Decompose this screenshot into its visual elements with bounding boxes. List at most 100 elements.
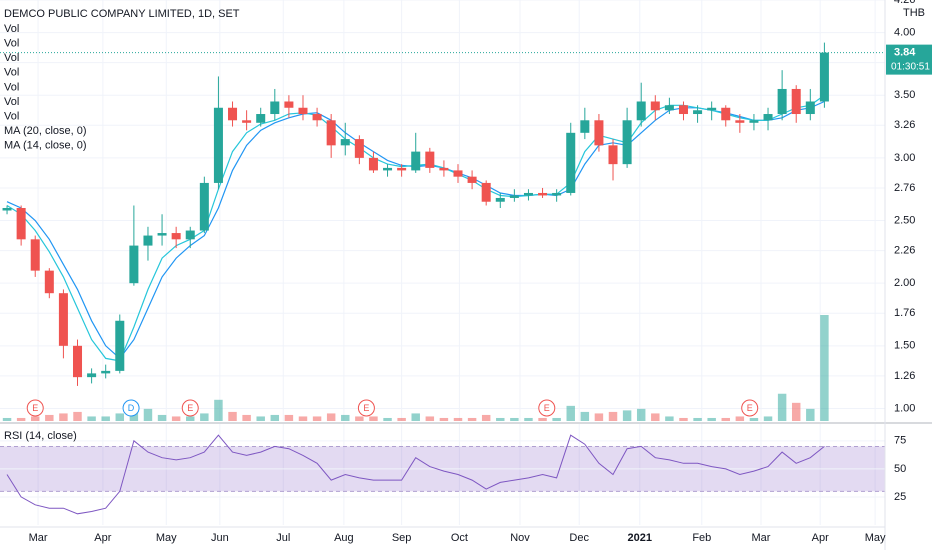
volume-bar — [115, 413, 125, 421]
x-tick-label: Apr — [94, 532, 111, 544]
volume-bar — [651, 413, 660, 421]
y-tick-label: 3.00 — [894, 152, 915, 164]
candle-body — [608, 145, 618, 165]
candle-body — [129, 245, 139, 284]
candle-body — [481, 182, 491, 202]
volume-bar — [763, 416, 773, 421]
candle-body — [242, 120, 252, 123]
volume-bar — [679, 417, 688, 421]
y-tick-label: 1.00 — [894, 402, 915, 414]
volume-bar — [270, 414, 280, 421]
volume-bar — [186, 416, 195, 421]
x-tick-label: Mar — [752, 532, 771, 544]
candle-body — [312, 114, 322, 121]
volume-bar — [157, 414, 167, 421]
candle-body — [566, 132, 576, 193]
x-tick-label: Mar — [29, 532, 48, 544]
y-tick-label: 1.26 — [894, 370, 915, 382]
x-tick-label: Apr — [812, 532, 829, 544]
candle-body — [439, 167, 449, 171]
candle-body — [622, 120, 632, 165]
candle-body — [228, 107, 238, 121]
plot — [0, 42, 885, 515]
volume-bar — [200, 413, 209, 421]
volume-bar — [594, 413, 604, 421]
volume-bar — [721, 417, 730, 421]
volume-bar — [735, 416, 745, 421]
candle-body — [44, 270, 54, 294]
volume-bar — [242, 414, 251, 421]
event-label: E — [187, 403, 193, 413]
indicator-label: Vol — [4, 81, 19, 93]
volume-bar — [439, 417, 449, 421]
volume-bar — [31, 416, 40, 421]
candle-body — [763, 114, 773, 121]
volume-bar — [411, 413, 420, 421]
candle-body — [298, 107, 308, 115]
candle-body — [749, 120, 759, 123]
candle-body — [383, 167, 393, 171]
indicator-label: MA (20, close, 0) — [4, 125, 87, 137]
candle-body — [72, 345, 83, 378]
x-tick-label: Jun — [211, 532, 229, 544]
volume-bar — [383, 417, 392, 421]
volume-bar — [481, 414, 491, 421]
candle-body — [791, 88, 801, 115]
volume-bar — [228, 411, 237, 421]
candle-body — [495, 197, 505, 202]
volume-bar — [608, 411, 618, 421]
y-tick-label: 2.00 — [894, 277, 915, 289]
x-tick-label: Feb — [692, 532, 711, 544]
candle-body — [552, 192, 562, 196]
candle-body — [707, 107, 717, 111]
event-label: E — [363, 403, 369, 413]
currency: THB — [903, 7, 925, 19]
volume-bar — [214, 399, 223, 421]
x-tick-label: Jul — [276, 532, 290, 544]
x-tick-label: May — [156, 532, 177, 544]
volume-bar — [636, 408, 646, 421]
volume-bar — [791, 402, 801, 421]
volume-bar — [16, 417, 26, 421]
volume-bar — [87, 416, 96, 421]
volume-bar — [622, 410, 632, 421]
countdown: 01:30:51 — [891, 61, 930, 72]
volume-bar — [101, 416, 110, 421]
candle-body — [523, 192, 533, 196]
volume-bar — [467, 417, 477, 421]
candle-body — [721, 107, 731, 121]
x-tick-label: Sep — [392, 532, 412, 544]
candle-body — [819, 52, 829, 102]
event-marker — [122, 399, 140, 417]
x-tick-label: 2021 — [628, 532, 652, 544]
event-marker — [357, 399, 375, 417]
volume-bar — [453, 417, 463, 421]
volume-bar — [524, 417, 533, 421]
candle-body — [115, 320, 125, 371]
candle-body — [213, 107, 223, 183]
event-marker — [741, 399, 759, 417]
candle-body — [30, 239, 40, 271]
candle-body — [2, 207, 12, 211]
x-tick-label: Dec — [569, 532, 589, 544]
candle-body — [143, 235, 153, 246]
candle-body — [58, 293, 68, 346]
volume-bar — [665, 416, 674, 421]
last-price-label: 3.84 — [894, 47, 916, 59]
candle-body — [284, 101, 294, 108]
volume-bar — [580, 411, 590, 421]
rsi-line — [6, 434, 825, 515]
y-tick-label: 1.76 — [894, 307, 915, 319]
candle-body — [580, 120, 590, 133]
volume-bar — [538, 417, 547, 421]
volume-bar — [749, 417, 759, 421]
indicator-labels: Vol Vol Vol Vol Vol Vol Vol MA (20, close, 0) MA… — [4, 23, 87, 152]
volume-bar — [59, 413, 68, 421]
volume-bar — [510, 417, 519, 421]
candle-body — [453, 170, 463, 177]
event-marker — [181, 399, 199, 417]
y-tick-label: 2.76 — [894, 182, 915, 194]
candle-body — [101, 370, 111, 374]
candle-body — [735, 120, 745, 123]
